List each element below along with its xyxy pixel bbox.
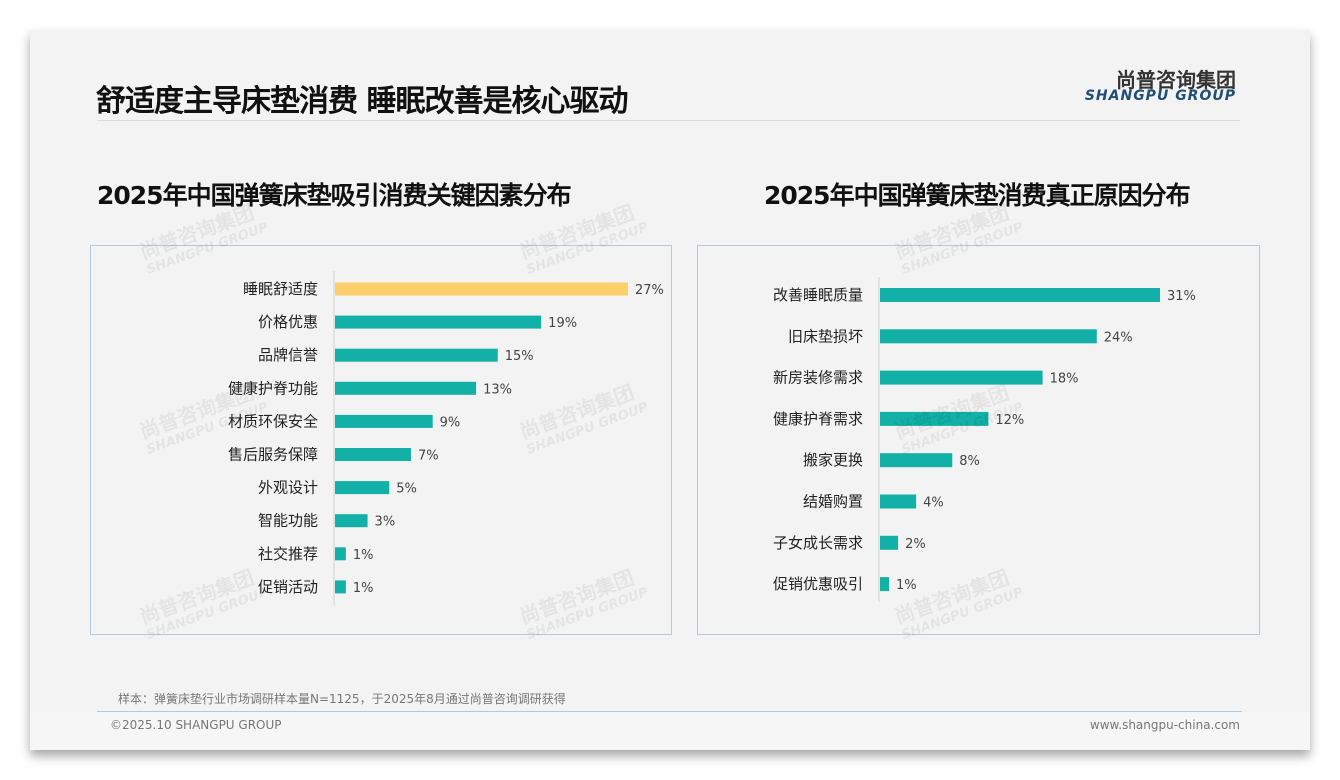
data-label: 1% bbox=[353, 548, 374, 563]
bar-chart-right: 改善睡眠质量 31% 旧床垫损坏 24% 新房装修需求 18% 健康护脊需求 12% 搬家更换 8… bbox=[773, 277, 1196, 603]
category-label: 价格优惠 bbox=[258, 313, 318, 331]
chart-title-right: 2025年中国弹簧床垫消费真正原因分布 bbox=[764, 181, 1191, 210]
bar bbox=[880, 535, 899, 550]
data-label: 12% bbox=[995, 413, 1024, 428]
data-label: 1% bbox=[896, 578, 917, 593]
category-label: 外观设计 bbox=[258, 479, 318, 497]
category-label: 旧床垫损坏 bbox=[788, 327, 863, 345]
data-label: 3% bbox=[375, 515, 396, 530]
category-label: 改善睡眠质量 bbox=[773, 286, 863, 304]
sample-note: 样本：弹簧床垫行业市场调研样本量N=1125，于2025年8月通过尚普咨询调研获… bbox=[118, 692, 566, 706]
category-label: 促销优惠吸引 bbox=[773, 575, 863, 593]
copyright: ©2025.10 SHANGPU GROUP bbox=[110, 718, 282, 732]
data-label: 19% bbox=[548, 316, 577, 331]
chart-panel-left: 睡眠舒适度 27% 价格优惠 19% 品牌信誉 15% 健康护脊功能 13% 材质环保安全 9% 售… bbox=[90, 245, 672, 635]
website-link[interactable]: www.shangpu-china.com bbox=[1089, 718, 1240, 732]
data-label: 27% bbox=[635, 283, 664, 298]
data-label: 7% bbox=[418, 449, 439, 464]
category-label: 健康护脊需求 bbox=[773, 410, 863, 428]
category-label: 社交推荐 bbox=[258, 545, 318, 563]
category-label: 智能功能 bbox=[258, 512, 318, 530]
bar bbox=[335, 381, 477, 395]
title-divider bbox=[97, 120, 1240, 121]
data-label: 31% bbox=[1167, 289, 1196, 304]
bar-chart-left: 睡眠舒适度 27% 价格优惠 19% 品牌信誉 15% 健康护脊功能 13% 材质环保安全 9% 售… bbox=[228, 271, 664, 605]
data-label: 24% bbox=[1104, 330, 1133, 345]
logo-en: SHANGPU GROUP bbox=[1084, 88, 1236, 104]
bar bbox=[880, 370, 1043, 385]
bar bbox=[335, 348, 498, 362]
bar bbox=[335, 481, 390, 495]
category-label: 新房装修需求 bbox=[773, 369, 863, 387]
bar bbox=[335, 514, 368, 528]
bar bbox=[880, 288, 1160, 302]
bar bbox=[335, 547, 346, 561]
bar bbox=[880, 494, 917, 509]
footer-band bbox=[30, 712, 1310, 750]
data-label: 15% bbox=[505, 349, 534, 364]
page-title: 舒适度主导床垫消费 睡眠改善是核心驱动 bbox=[96, 84, 628, 119]
slide: 舒适度主导床垫消费 睡眠改善是核心驱动 尚普咨询集团 SHANGPU GROUP… bbox=[30, 30, 1310, 750]
category-label: 搬家更换 bbox=[803, 451, 863, 469]
data-label: 13% bbox=[483, 382, 512, 397]
category-label: 子女成长需求 bbox=[773, 534, 863, 552]
category-label: 睡眠舒适度 bbox=[243, 280, 318, 298]
category-label: 促销活动 bbox=[258, 578, 318, 596]
data-label: 5% bbox=[396, 482, 417, 497]
chart-title-left: 2025年中国弹簧床垫吸引消费关键因素分布 bbox=[97, 181, 572, 210]
bar bbox=[335, 282, 628, 296]
bar bbox=[335, 448, 411, 461]
logo-cn: 尚普咨询集团 bbox=[1116, 68, 1236, 92]
data-label: 18% bbox=[1050, 372, 1079, 387]
category-label: 售后服务保障 bbox=[228, 446, 318, 464]
category-label: 材质环保安全 bbox=[228, 412, 318, 430]
bar bbox=[880, 453, 953, 468]
category-label: 品牌信誉 bbox=[258, 346, 318, 364]
data-label: 1% bbox=[353, 581, 374, 596]
bar bbox=[335, 580, 346, 594]
data-label: 9% bbox=[440, 415, 461, 430]
data-label: 2% bbox=[905, 537, 926, 552]
bar bbox=[335, 414, 433, 428]
data-label: 4% bbox=[923, 496, 944, 511]
data-label: 8% bbox=[959, 454, 980, 469]
category-label: 结婚购置 bbox=[803, 493, 863, 511]
bar bbox=[880, 411, 989, 426]
bar bbox=[880, 329, 1097, 344]
category-label: 健康护脊功能 bbox=[228, 379, 318, 397]
footer-divider bbox=[97, 711, 1242, 712]
bar bbox=[880, 577, 890, 592]
bar bbox=[335, 315, 542, 329]
chart-panel-right: 改善睡眠质量 31% 旧床垫损坏 24% 新房装修需求 18% 健康护脊需求 12% 搬家更换 8… bbox=[697, 245, 1260, 635]
